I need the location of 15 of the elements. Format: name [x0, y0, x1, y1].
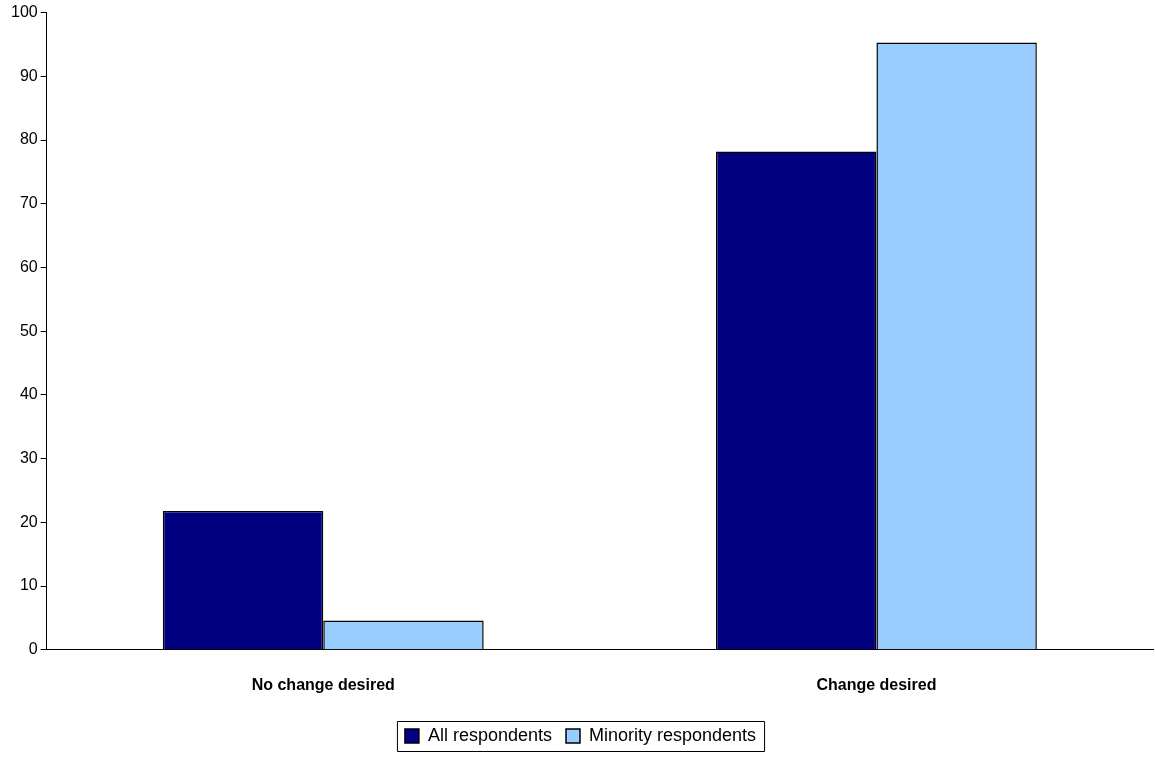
y-tick-label: 70 — [19, 194, 38, 212]
y-tick-label: 80 — [19, 130, 38, 148]
legend-label: All respondents — [427, 724, 552, 745]
y-tick-label: 90 — [19, 66, 38, 84]
x-tick-label: Change desired — [816, 675, 937, 693]
y-tick-label: 0 — [28, 640, 38, 658]
y-tick-label: 30 — [19, 449, 38, 467]
x-tick-label: No change desired — [251, 675, 395, 693]
y-tick-label: 20 — [19, 512, 38, 530]
y-tick-label: 40 — [19, 385, 38, 403]
y-tick-label: 50 — [19, 321, 38, 339]
y-tick-label: 100 — [10, 3, 38, 21]
y-tick-label: 60 — [19, 257, 38, 275]
y-tick-label: 10 — [19, 576, 38, 594]
legend-label: Minority respondents — [589, 724, 757, 745]
